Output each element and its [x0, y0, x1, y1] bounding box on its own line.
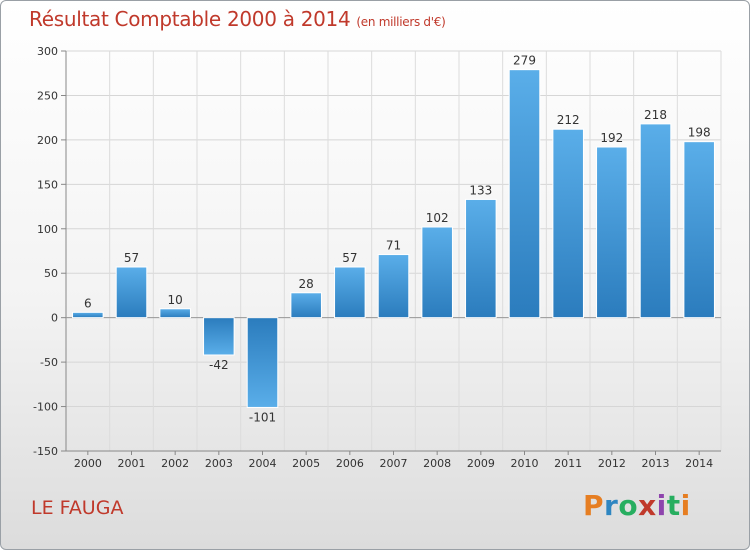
logo-letter: i [680, 489, 691, 522]
bar-2005 [290, 292, 322, 319]
bars [72, 69, 715, 408]
bar-2007 [377, 254, 410, 319]
bar-2006 [334, 266, 366, 319]
chart-title-text: Résultat Comptable 2000 à 2014 [29, 7, 351, 31]
bar-2001 [115, 266, 148, 319]
data-label-2008: 102 [426, 211, 449, 225]
data-label-2003: -42 [209, 358, 229, 372]
data-label-2014: 198 [688, 126, 711, 140]
x-tick-label: 2003 [205, 457, 233, 470]
logo-letter: P [583, 489, 605, 522]
proxiti-logo: Proxiti [583, 489, 691, 522]
logo-letter: r [604, 489, 619, 522]
y-tick-label: 300 [37, 45, 58, 58]
x-tick-label: 2007 [380, 457, 408, 470]
x-tick-label: 2014 [685, 457, 713, 470]
x-tick-label: 2005 [292, 457, 320, 470]
y-tick-label: 50 [44, 267, 58, 280]
data-label-2000: 6 [84, 296, 92, 310]
bar-2010 [508, 69, 541, 319]
x-tick-label: 2006 [336, 457, 364, 470]
bar-2012 [596, 146, 628, 319]
chart-subtitle: (en milliers d'€) [356, 15, 446, 29]
x-tick-label: 2000 [74, 457, 102, 470]
y-tick-label: -100 [33, 401, 58, 414]
data-label-2006: 57 [342, 251, 357, 265]
y-tick-label: 100 [37, 223, 58, 236]
data-label-2011: 212 [557, 113, 580, 127]
x-tick-label: 2009 [467, 457, 495, 470]
data-label-2004: -101 [249, 410, 276, 424]
x-tick-label: 2004 [249, 457, 277, 470]
bar-2000 [72, 311, 104, 319]
bar-2009 [465, 198, 497, 319]
commune-name: LE FAUGA [31, 497, 124, 519]
data-label-2002: 10 [168, 293, 183, 307]
x-tick-label: 2013 [642, 457, 670, 470]
bar-2014 [683, 141, 715, 319]
bar-2003 [203, 317, 235, 356]
bar-2011 [552, 128, 584, 319]
x-tick-label: 2008 [423, 457, 451, 470]
data-label-2005: 28 [299, 277, 314, 291]
bar-2008 [421, 226, 453, 319]
y-tick-label: -50 [40, 356, 58, 369]
logo-letter: t [666, 489, 681, 522]
x-tick-label: 2002 [161, 457, 189, 470]
chart-title: Résultat Comptable 2000 à 2014 (en millie… [29, 7, 446, 31]
x-tick-label: 2011 [554, 457, 582, 470]
logo-letter: i [656, 489, 667, 522]
data-labels: 6 57 10 -42 -101 28 57 71 102 133 279 212 192 218 198 [84, 54, 711, 425]
x-tick-label: 2001 [118, 457, 146, 470]
logo-letter: x [638, 489, 657, 522]
data-label-2009: 133 [469, 183, 492, 197]
x-tick-label: 2010 [511, 457, 539, 470]
bar-2004 [246, 317, 279, 408]
data-label-2013: 218 [644, 108, 667, 122]
y-tick-label: 200 [37, 134, 58, 147]
y-tick-label: 250 [37, 89, 58, 102]
bar-2002 [159, 308, 191, 319]
data-label-2001: 57 [124, 251, 139, 265]
data-label-2012: 192 [600, 131, 623, 145]
y-tick-label: -150 [33, 445, 58, 458]
x-tick-label: 2012 [598, 457, 626, 470]
data-label-2007: 71 [386, 239, 401, 253]
data-label-2010: 279 [513, 54, 536, 68]
logo-letter: o [618, 489, 639, 522]
bar-2013 [639, 123, 672, 319]
y-tick-label: 0 [51, 312, 58, 325]
y-tick-label: 150 [37, 178, 58, 191]
